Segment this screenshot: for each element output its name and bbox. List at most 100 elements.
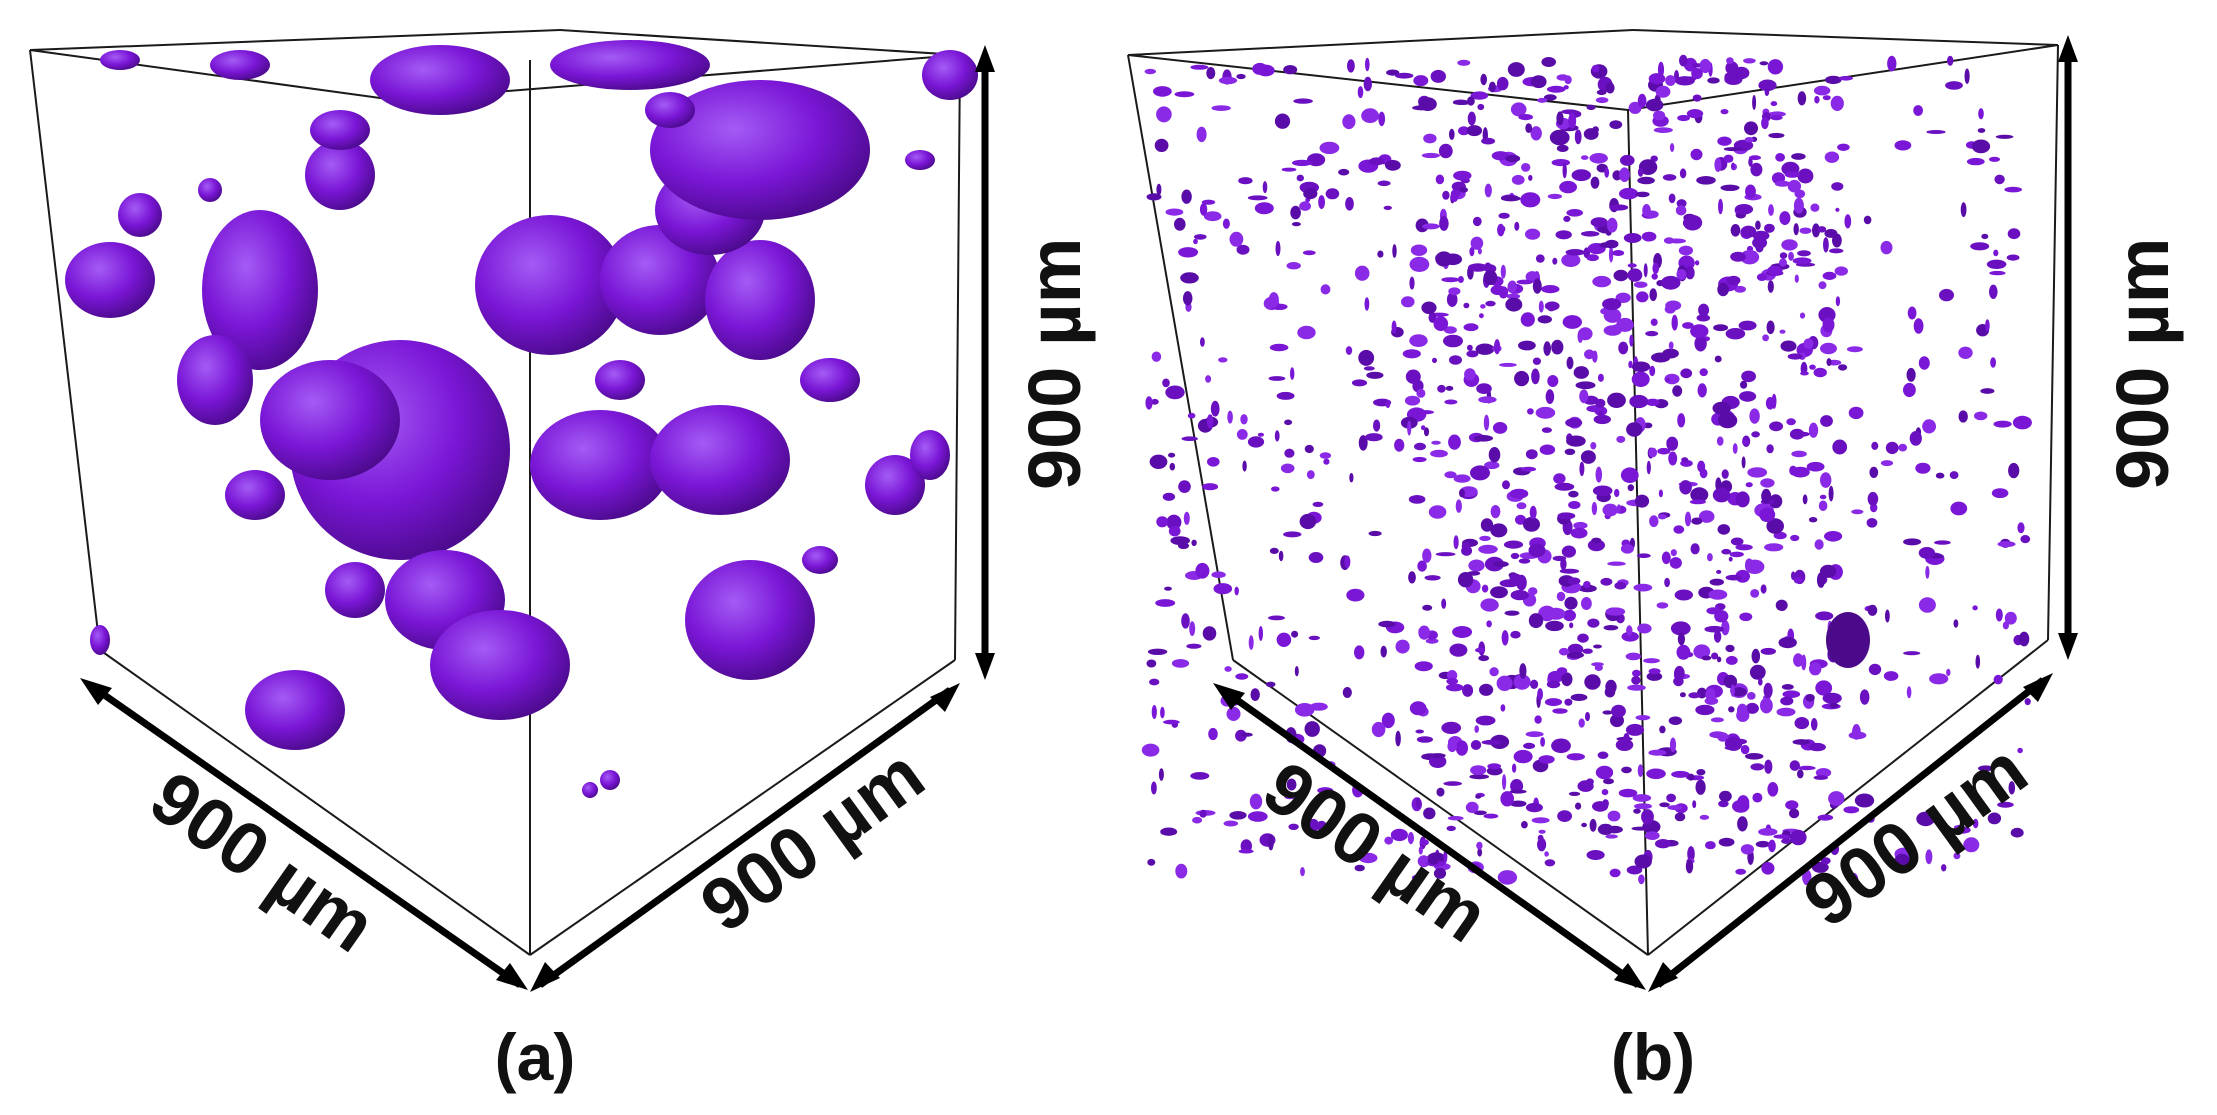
pore-dot — [1602, 298, 1622, 311]
pore-dot — [1563, 609, 1576, 622]
pore-dot — [1750, 162, 1763, 177]
pore-dot — [1817, 226, 1827, 233]
pore-dot — [1614, 581, 1627, 590]
pore-dot — [1567, 643, 1584, 655]
pore-dot — [1559, 180, 1577, 194]
pore-dot — [1740, 744, 1750, 755]
pore-dot — [1484, 183, 1492, 198]
pore-dot — [1658, 489, 1663, 498]
pore-dot — [1975, 654, 1981, 669]
pore-dot — [1487, 763, 1502, 770]
pore-dot — [1551, 159, 1570, 167]
pore-dot — [1677, 413, 1686, 428]
pore-dot — [1750, 589, 1760, 598]
pore-dot — [1784, 171, 1800, 178]
pore-dot — [1449, 643, 1468, 657]
pore-dot — [1523, 742, 1536, 750]
pore-dot — [1823, 237, 1829, 253]
pore-dot — [1499, 362, 1517, 367]
pore-dot — [1590, 176, 1600, 189]
pore-dot — [1781, 838, 1792, 844]
pore-dot — [1582, 648, 1593, 654]
pore-dot — [1728, 706, 1735, 713]
pore-dot — [1603, 778, 1614, 785]
pore-dot — [1619, 187, 1639, 200]
pore-dot — [1692, 94, 1702, 102]
pore-dot — [1407, 832, 1414, 845]
pore-dot — [1627, 684, 1646, 691]
pore-dot — [1906, 686, 1912, 699]
pore-dot — [1414, 661, 1433, 672]
pore-dot — [1404, 395, 1421, 406]
pore-dot — [1592, 485, 1613, 497]
pore-dot — [1283, 65, 1298, 75]
pore-dot — [1293, 98, 1313, 104]
pore-dot — [1308, 552, 1324, 563]
pore-dot — [1916, 811, 1935, 827]
pore-dot — [1626, 865, 1643, 875]
pore-dot — [1767, 782, 1779, 797]
pore-dot — [1810, 203, 1820, 212]
pore-dot — [1280, 463, 1295, 474]
pore-dot — [1553, 473, 1566, 484]
pore-dot — [1664, 377, 1671, 383]
pore-dot — [1759, 507, 1776, 522]
pore-dot — [1373, 419, 1381, 432]
pore-dot — [1466, 125, 1483, 137]
pore-dot — [1413, 75, 1429, 87]
pore-dot — [1803, 338, 1814, 349]
pore-dot — [1668, 716, 1683, 725]
pore-dot — [1631, 826, 1651, 831]
pore-dot — [1785, 800, 1799, 810]
pore-dot — [1476, 841, 1483, 850]
pore-dot — [1848, 406, 1864, 420]
pore-dot — [1604, 239, 1619, 249]
pore-dot — [1717, 136, 1732, 146]
pore-dot — [1635, 715, 1651, 721]
pore-dot — [1663, 237, 1675, 244]
pore-dot — [1752, 230, 1770, 241]
pore-dot — [1653, 110, 1666, 121]
pore-dot — [1764, 759, 1773, 774]
pore-dot — [1436, 787, 1445, 797]
pore-dot — [1752, 95, 1757, 110]
pore-dot — [1704, 625, 1725, 633]
pore-dot — [1238, 849, 1254, 854]
pore-dot — [1815, 768, 1832, 778]
pore-dot — [1808, 517, 1818, 523]
pore-dot — [1515, 514, 1526, 525]
pore-dot — [1603, 325, 1622, 336]
pore-dot — [1544, 859, 1556, 867]
pore-dot — [1475, 715, 1496, 726]
pore-dot — [1958, 346, 1973, 359]
pore-dot — [1409, 276, 1415, 290]
pore-dot — [1547, 375, 1559, 387]
pore-dot — [1699, 468, 1708, 479]
pore-dot — [1657, 447, 1671, 455]
pore-dot — [1492, 422, 1508, 434]
pore-dot — [1822, 692, 1842, 704]
pore-dot — [1592, 350, 1598, 363]
pore-dot — [1782, 690, 1801, 698]
pore-dot — [2004, 611, 2017, 625]
pore-dot — [1147, 648, 1168, 655]
pore-dot — [1418, 625, 1431, 640]
pore-dot — [1284, 448, 1295, 458]
pore-dot — [1690, 148, 1703, 161]
pore-dot — [1365, 57, 1370, 72]
pore-dot — [1521, 821, 1528, 829]
pore-dot — [1723, 674, 1738, 689]
pore-dot — [1467, 571, 1481, 576]
pore-dot — [1520, 466, 1537, 472]
pore-dot — [1811, 861, 1829, 873]
pore-dot — [1323, 458, 1330, 465]
pore-dot — [1402, 349, 1421, 359]
pore-dot — [1789, 760, 1800, 771]
pore-dot — [1779, 329, 1786, 334]
pore-dot — [1566, 209, 1583, 217]
pore-dot — [1412, 105, 1432, 111]
pore-dot — [1240, 732, 1253, 737]
pore-dot — [1568, 113, 1577, 129]
pore-dot — [1868, 663, 1882, 676]
pore-dot — [1638, 874, 1645, 885]
